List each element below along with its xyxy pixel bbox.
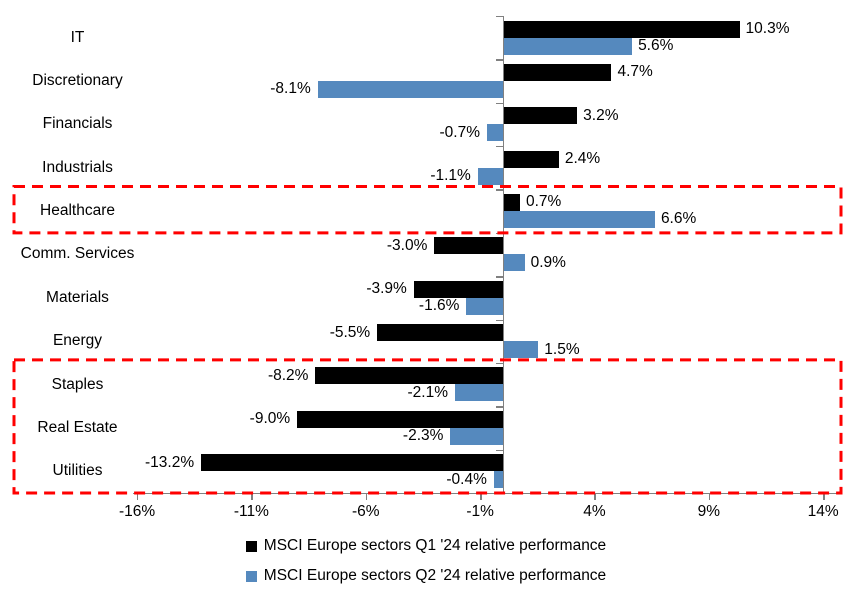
- bar-q1: [504, 63, 612, 81]
- category-axis-tick: [496, 146, 503, 148]
- bar-q1: [297, 410, 503, 428]
- data-label: -0.7%: [439, 123, 481, 141]
- data-label: -1.6%: [418, 297, 460, 315]
- category-label: Utilities: [52, 462, 103, 480]
- q1-series-label: MSCI Europe sectors Q1 '24 relative perf…: [263, 537, 607, 554]
- legend-item-q1: MSCI Europe sectors Q1 '24 relative perf…: [0, 531, 852, 561]
- data-label: -13.2%: [145, 453, 195, 471]
- data-label: 0.9%: [530, 253, 566, 271]
- data-label: -9.0%: [249, 410, 291, 428]
- x-axis-tick-label: 4%: [583, 503, 606, 520]
- data-label: -1.1%: [430, 167, 471, 185]
- x-axis-tick: [251, 493, 253, 500]
- value-axis-line: [503, 16, 505, 493]
- category-label: Real Estate: [37, 418, 118, 436]
- x-axis-tick-label: -6%: [351, 503, 380, 520]
- bar-q1: [504, 107, 578, 125]
- data-label: -2.1%: [407, 383, 448, 401]
- x-axis-tick: [823, 493, 825, 500]
- category-axis-tick: [496, 406, 503, 408]
- category-axis-tick: [496, 102, 503, 105]
- data-label: -8.1%: [270, 80, 311, 98]
- x-axis-line: [132, 493, 842, 495]
- x-axis-tick: [594, 493, 596, 500]
- x-axis-tick-label: 9%: [697, 503, 721, 520]
- category-label: Staples: [51, 375, 104, 393]
- category-axis-tick: [496, 189, 503, 191]
- data-label: 4.7%: [617, 63, 653, 81]
- category-axis-tick: [496, 276, 503, 278]
- x-axis-tick-label: -16%: [118, 503, 156, 520]
- bar-q2: [466, 297, 503, 315]
- data-label: -0.4%: [446, 470, 487, 488]
- legend-item-q2: MSCI Europe sectors Q2 '24 relative perf…: [0, 561, 852, 591]
- category-axis-tick: [496, 232, 503, 235]
- bar-q2: [454, 384, 503, 402]
- data-label: 0.7%: [526, 193, 562, 211]
- bar-q1: [377, 324, 503, 342]
- bar-q1: [434, 237, 503, 255]
- x-axis-tick: [480, 493, 482, 500]
- category-axis-tick: [496, 449, 503, 452]
- bar-q2: [317, 80, 503, 98]
- data-label: -8.2%: [267, 366, 309, 384]
- bar-q2: [504, 341, 539, 359]
- data-label: 5.6%: [638, 37, 674, 54]
- q2-series-swatch-icon: [245, 570, 257, 582]
- bar-q2: [504, 210, 655, 228]
- category-label: Financials: [42, 115, 113, 133]
- legend: MSCI Europe sectors Q1 '24 relative perf…: [0, 531, 852, 591]
- category-axis-tick: [496, 16, 503, 18]
- bar-q2: [450, 427, 503, 445]
- data-label: 1.5%: [544, 340, 580, 358]
- category-axis-tick: [496, 362, 503, 365]
- data-label: 6.6%: [660, 210, 697, 228]
- bar-q2: [504, 37, 633, 55]
- x-axis-tick: [137, 493, 139, 500]
- bar-q1: [504, 20, 740, 38]
- data-label: -3.9%: [366, 280, 407, 298]
- x-axis-tick: [365, 493, 368, 500]
- bar-q1: [413, 280, 503, 298]
- category-label: Discretionary: [32, 72, 123, 90]
- data-label: -2.3%: [402, 427, 444, 445]
- data-label: 2.4%: [564, 150, 601, 168]
- category-label: Comm. Services: [20, 245, 135, 263]
- category-axis-tick: [496, 59, 503, 61]
- bar-q2: [504, 254, 525, 272]
- data-label: -5.5%: [329, 323, 371, 341]
- data-label: 10.3%: [745, 20, 790, 37]
- category-label: Materials: [46, 288, 109, 306]
- data-label: 3.2%: [583, 106, 619, 124]
- x-axis-tick-label: -1%: [466, 503, 494, 520]
- bar-q1: [504, 193, 520, 211]
- q1-series-swatch-icon: [245, 540, 257, 552]
- q2-series-label: MSCI Europe sectors Q2 '24 relative perf…: [263, 567, 607, 584]
- bar-q1: [315, 367, 503, 385]
- category-label: Industrials: [42, 158, 113, 176]
- bar-q2: [486, 124, 503, 142]
- category-label: Healthcare: [40, 202, 115, 220]
- x-axis-tick: [708, 493, 711, 500]
- category-label: IT: [70, 28, 85, 46]
- bar-q2: [477, 167, 503, 185]
- bar-q2: [493, 471, 503, 489]
- x-axis-tick-label: -11%: [233, 503, 269, 520]
- bar-q1: [201, 454, 503, 472]
- bar-q1: [504, 150, 559, 168]
- data-label: -3.0%: [386, 236, 428, 254]
- x-axis-tick-label: 14%: [807, 503, 839, 520]
- category-label: Energy: [52, 332, 103, 350]
- category-axis-tick: [496, 319, 503, 321]
